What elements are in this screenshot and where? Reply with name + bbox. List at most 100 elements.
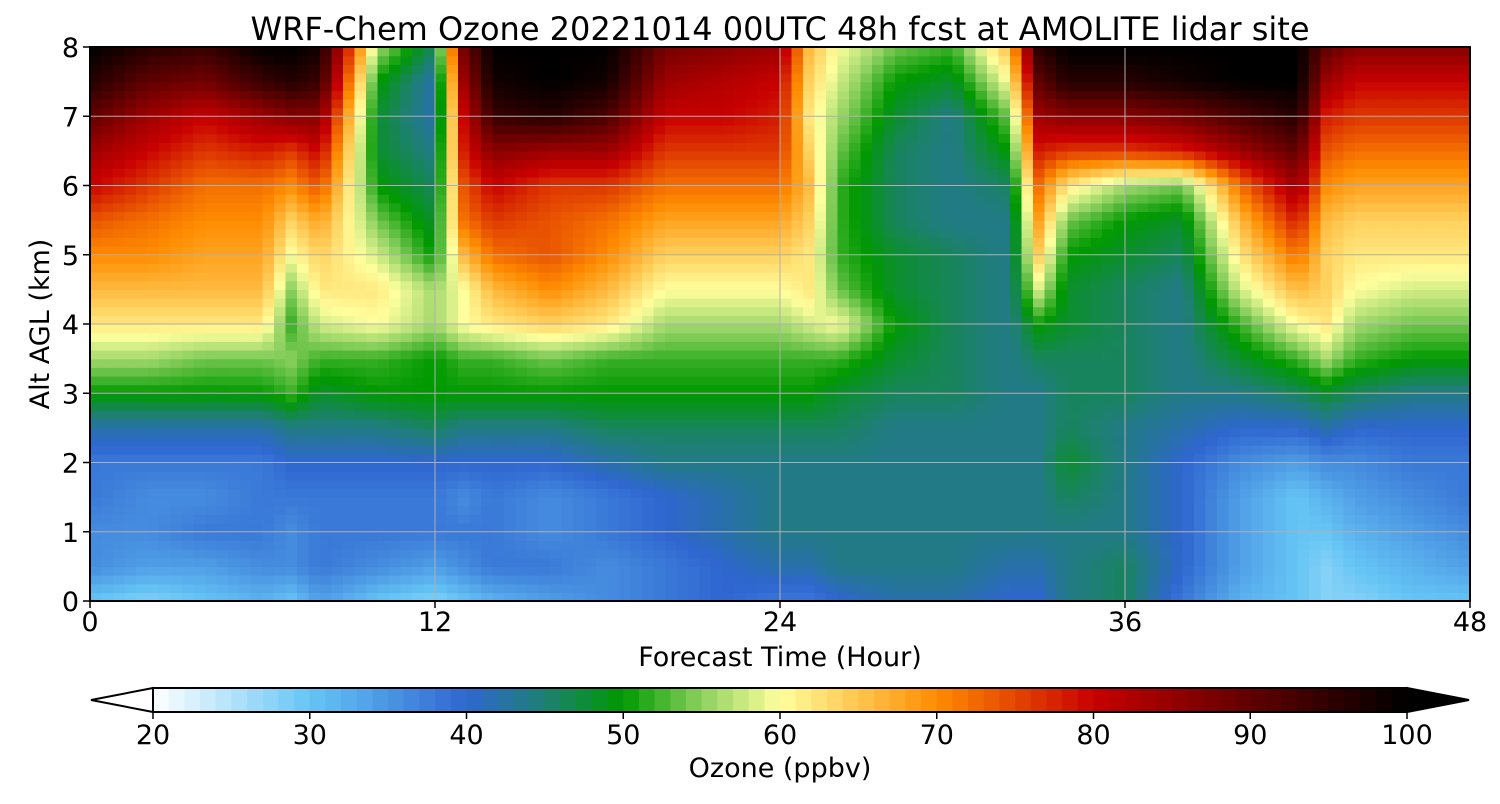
heatmap-cell <box>1366 427 1379 438</box>
heatmap-cell <box>423 575 436 585</box>
heatmap-cell <box>803 575 816 585</box>
heatmap-cell <box>538 237 551 247</box>
heatmap-cell <box>711 592 724 601</box>
heatmap-cell <box>573 410 586 420</box>
heatmap-cell <box>883 436 896 446</box>
heatmap-cell <box>1067 401 1080 412</box>
heatmap-cell <box>1251 272 1264 282</box>
heatmap-cell <box>343 488 356 498</box>
heatmap-cell <box>803 237 816 247</box>
heatmap-cell <box>354 557 367 567</box>
heatmap-cell <box>228 592 241 601</box>
heatmap-cell <box>688 557 701 567</box>
heatmap-cell <box>124 375 137 386</box>
heatmap-cell <box>446 453 459 464</box>
heatmap-cell <box>1067 367 1080 377</box>
heatmap-cell <box>1125 583 1138 593</box>
heatmap-cell <box>941 341 954 351</box>
heatmap-cell <box>1171 254 1184 265</box>
heatmap-cell <box>1125 566 1138 576</box>
heatmap-cell <box>1021 272 1034 282</box>
heatmap-cell <box>1136 436 1149 446</box>
heatmap-cell <box>768 384 781 394</box>
heatmap-cell <box>262 540 275 550</box>
heatmap-cell <box>1286 453 1299 464</box>
heatmap-cell <box>1010 306 1023 316</box>
heatmap-cell <box>1412 471 1425 481</box>
heatmap-cell <box>688 393 701 403</box>
heatmap-cell <box>860 549 873 559</box>
heatmap-cell <box>1263 306 1276 316</box>
heatmap-cell <box>642 462 655 472</box>
heatmap-cell <box>906 280 919 290</box>
heatmap-cell <box>1286 384 1299 394</box>
heatmap-cell <box>1171 410 1184 420</box>
heatmap-cell <box>1067 393 1080 403</box>
heatmap-cell <box>826 540 839 550</box>
heatmap-cell <box>711 246 724 256</box>
heatmap-cell <box>1435 436 1448 446</box>
heatmap-cell <box>1424 341 1437 351</box>
heatmap-cell <box>1309 289 1322 299</box>
heatmap-cell <box>1056 540 1069 550</box>
heatmap-cell <box>653 289 666 299</box>
heatmap-cell <box>1010 280 1023 290</box>
heatmap-cell <box>1332 462 1345 472</box>
heatmap-cell <box>1044 488 1057 498</box>
heatmap-cell <box>239 453 252 464</box>
heatmap-cell <box>780 566 793 576</box>
heatmap-cell <box>941 566 954 576</box>
heatmap-cell <box>1389 445 1402 455</box>
heatmap-cell <box>952 306 965 316</box>
heatmap-cell <box>814 445 827 455</box>
heatmap-cell <box>734 367 747 377</box>
heatmap-cell <box>814 427 827 438</box>
heatmap-cell <box>1412 488 1425 498</box>
heatmap-cell <box>849 523 862 533</box>
heatmap-cell <box>860 523 873 533</box>
heatmap-cell <box>481 497 494 507</box>
heatmap-cell <box>435 367 448 377</box>
heatmap-cell <box>274 436 287 446</box>
heatmap-cell <box>377 401 390 412</box>
heatmap-cell <box>1263 488 1276 498</box>
heatmap-cell <box>803 540 816 550</box>
heatmap-cell <box>182 462 195 472</box>
heatmap-cell <box>860 540 873 550</box>
heatmap-cell <box>1286 410 1299 420</box>
heatmap-cell <box>147 263 160 273</box>
heatmap-cell <box>906 436 919 446</box>
heatmap-cell <box>297 306 310 316</box>
heatmap-cell <box>1251 462 1264 472</box>
heatmap-cell <box>1263 401 1276 412</box>
heatmap-cell <box>285 384 298 394</box>
heatmap-cell <box>216 488 229 498</box>
heatmap-cell <box>561 436 574 446</box>
heatmap-cell <box>1044 367 1057 377</box>
heatmap-cell <box>1274 514 1287 524</box>
heatmap-cell <box>1090 557 1103 567</box>
heatmap-cell <box>849 505 862 516</box>
heatmap-cell <box>1309 401 1322 412</box>
heatmap-cell <box>458 272 471 282</box>
heatmap-cell <box>596 298 609 308</box>
heatmap-cell <box>757 272 770 282</box>
heatmap-cell <box>159 514 172 524</box>
heatmap-cell <box>1125 540 1138 550</box>
heatmap-cell <box>653 263 666 273</box>
heatmap-cell <box>688 514 701 524</box>
heatmap-cell <box>826 289 839 299</box>
heatmap-cell <box>975 401 988 412</box>
heatmap-cell <box>285 488 298 498</box>
heatmap-cell <box>101 566 114 576</box>
heatmap-cell <box>1378 375 1391 386</box>
heatmap-cell <box>688 566 701 576</box>
heatmap-cell <box>584 575 597 585</box>
heatmap-cell <box>1240 324 1253 334</box>
heatmap-cell <box>159 549 172 559</box>
heatmap-cell <box>504 453 517 464</box>
heatmap-cell <box>1297 289 1310 299</box>
heatmap-cell <box>1424 479 1437 490</box>
heatmap-cell <box>573 549 586 559</box>
heatmap-cell <box>1102 575 1115 585</box>
